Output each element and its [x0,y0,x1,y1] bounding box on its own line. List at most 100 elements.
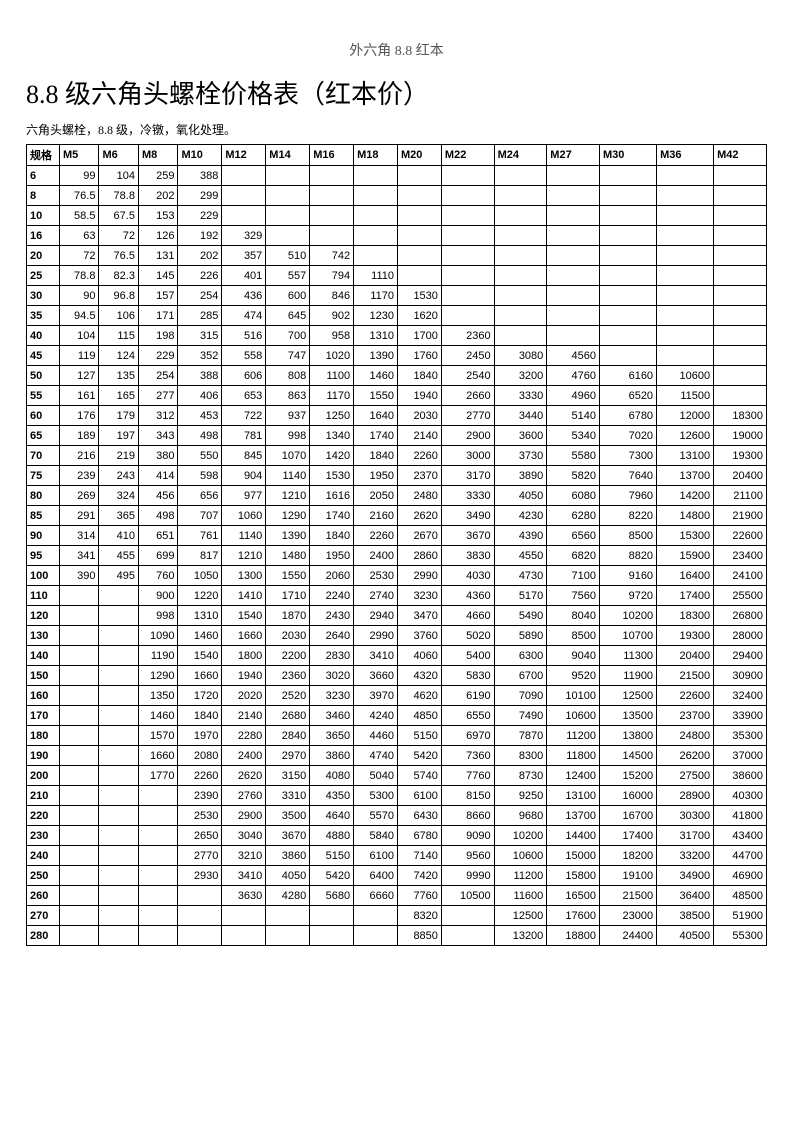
price-cell [99,606,139,626]
price-cell: 10100 [547,686,600,706]
price-cell: 5420 [310,866,354,886]
price-cell: 3000 [441,446,494,466]
price-cell: 1100 [310,366,354,386]
price-cell: 33200 [657,846,714,866]
price-cell: 25500 [714,586,767,606]
price-cell: 9520 [547,666,600,686]
price-cell: 19300 [714,446,767,466]
price-cell: 14500 [599,746,656,766]
price-cell: 82.3 [99,266,139,286]
price-cell: 14200 [657,486,714,506]
table-row: 2202530290035004640557064308660968013700… [27,806,767,826]
price-cell [547,326,600,346]
price-cell [99,626,139,646]
price-cell: 6100 [398,786,442,806]
price-cell: 3040 [222,826,266,846]
row-header: 10 [27,206,60,226]
price-cell: 1840 [310,526,354,546]
price-cell: 6660 [354,886,398,906]
price-cell: 1050 [178,566,222,586]
col-header: M6 [99,145,139,166]
table-row: 9534145569981712101480195024002860383045… [27,546,767,566]
price-cell: 2080 [178,746,222,766]
price-cell: 3500 [266,806,310,826]
price-cell: 2530 [178,806,222,826]
price-cell [138,826,178,846]
price-cell: 516 [222,326,266,346]
price-cell: 4960 [547,386,600,406]
page-title: 8.8 级六角头螺栓价格表（红本价） [26,74,767,111]
price-cell: 747 [266,346,310,366]
price-cell: 1290 [266,506,310,526]
price-cell: 6550 [441,706,494,726]
price-cell: 11200 [547,726,600,746]
row-header: 85 [27,506,60,526]
price-cell: 3020 [310,666,354,686]
price-cell: 2680 [266,706,310,726]
price-cell: 19000 [714,426,767,446]
col-header: M27 [547,145,600,166]
table-row: 1003904957601050130015502060253029904030… [27,566,767,586]
row-header: 240 [27,846,60,866]
price-cell [59,886,99,906]
price-cell: 5340 [547,426,600,446]
price-cell: 3730 [494,446,547,466]
price-cell: 2670 [398,526,442,546]
price-cell: 2020 [222,686,266,706]
price-cell: 96.8 [99,286,139,306]
price-cell [178,886,222,906]
price-cell: 5150 [310,846,354,866]
price-cell: 3150 [266,766,310,786]
price-cell: 2540 [441,366,494,386]
price-cell: 2260 [398,446,442,466]
price-cell: 2050 [354,486,398,506]
price-cell: 2740 [354,586,398,606]
price-cell: 2830 [310,646,354,666]
price-cell: 1740 [310,506,354,526]
price-cell: 9560 [441,846,494,866]
table-row: 309096.815725443660084611701530 [27,286,767,306]
price-cell: 904 [222,466,266,486]
price-cell: 5680 [310,886,354,906]
price-cell: 26800 [714,606,767,626]
price-cell [59,826,99,846]
price-cell [99,846,139,866]
table-row: 2402770321038605150610071409560106001500… [27,846,767,866]
price-cell [547,306,600,326]
price-cell: 259 [138,166,178,186]
price-cell: 498 [138,506,178,526]
price-cell: 38600 [714,766,767,786]
price-cell: 388 [178,166,222,186]
price-cell: 11500 [657,386,714,406]
price-cell: 11800 [547,746,600,766]
col-header: M22 [441,145,494,166]
price-cell: 3230 [398,586,442,606]
price-cell: 3670 [441,526,494,546]
price-cell: 76.5 [59,186,99,206]
price-cell: 352 [178,346,222,366]
price-cell: 4230 [494,506,547,526]
price-cell [138,906,178,926]
price-cell: 6970 [441,726,494,746]
price-cell: 145 [138,266,178,286]
price-cell: 7360 [441,746,494,766]
price-cell: 131 [138,246,178,266]
price-cell [138,806,178,826]
price-cell: 6080 [547,486,600,506]
price-cell: 1090 [138,626,178,646]
row-header: 200 [27,766,60,786]
price-cell: 16000 [599,786,656,806]
price-cell: 436 [222,286,266,306]
table-row: 2302650304036704880584067809090102001440… [27,826,767,846]
price-cell: 3170 [441,466,494,486]
price-cell: 7960 [599,486,656,506]
row-header: 100 [27,566,60,586]
price-cell [99,826,139,846]
price-cell: 1640 [354,406,398,426]
price-cell [99,686,139,706]
price-cell: 550 [178,446,222,466]
price-cell: 5580 [547,446,600,466]
price-cell: 229 [178,206,222,226]
price-cell [599,306,656,326]
price-cell [59,866,99,886]
